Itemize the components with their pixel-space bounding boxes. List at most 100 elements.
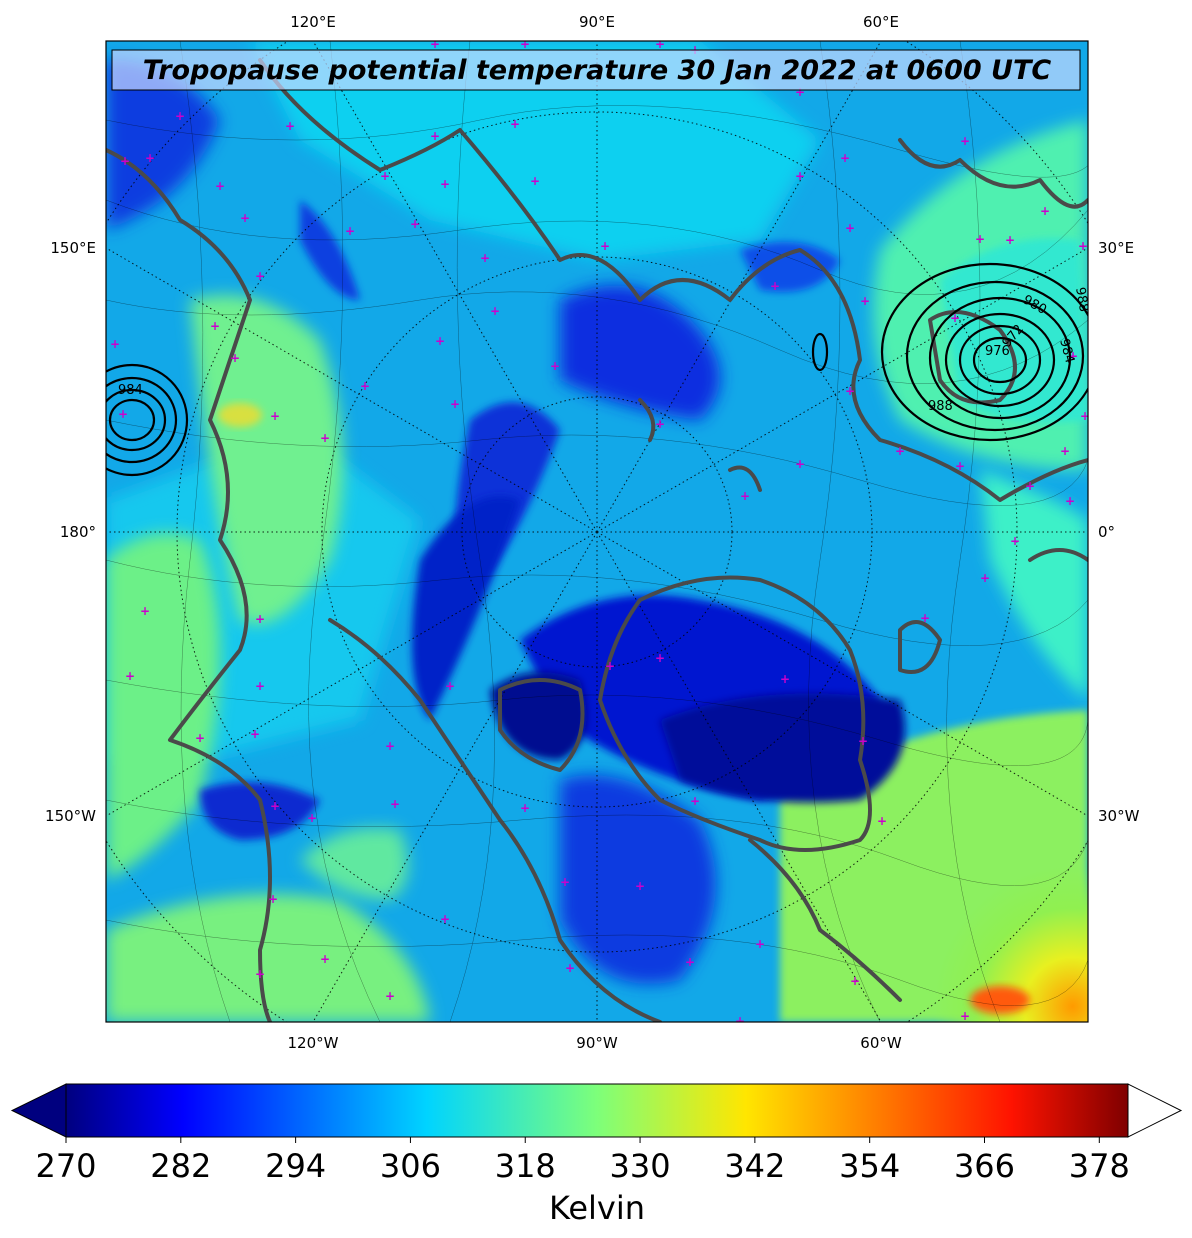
- svg-text:+: +: [520, 37, 530, 51]
- svg-text:+: +: [960, 134, 970, 148]
- svg-text:+: +: [960, 1009, 970, 1023]
- map-frame: [105, 40, 1089, 1023]
- svg-text:+: +: [125, 669, 135, 683]
- svg-text:+: +: [955, 459, 965, 473]
- svg-text:+: +: [140, 604, 150, 618]
- lon-label-right: 0°: [1098, 523, 1115, 541]
- lon-label-top: 120°E: [290, 13, 336, 31]
- svg-text:+: +: [510, 117, 520, 131]
- svg-text:+: +: [270, 799, 280, 813]
- colorbar-bar: [65, 1083, 1129, 1138]
- svg-text:+: +: [360, 379, 370, 393]
- markers: + + + + +++ + ++ + + ++ + + +++ + + ++ + +++ + +++ + …: [110, 37, 1090, 1028]
- svg-text:+: +: [845, 384, 855, 398]
- pressure-label: 988: [928, 399, 953, 414]
- svg-text:+: +: [655, 417, 665, 431]
- svg-text:+: +: [1068, 349, 1078, 363]
- svg-text:+: +: [1010, 534, 1020, 548]
- svg-text:+: +: [430, 37, 440, 51]
- map-field: + + + + +++ + ++ + + ++ + + +++ + + ++ + +++ + +++ + …: [106, 37, 1091, 1028]
- coastlines: [106, 58, 1088, 1022]
- svg-text:+: +: [850, 974, 860, 988]
- svg-text:+: +: [845, 221, 855, 235]
- svg-text:+: +: [550, 359, 560, 373]
- svg-text:+: +: [920, 611, 930, 625]
- svg-text:+: +: [450, 397, 460, 411]
- svg-text:+: +: [1080, 409, 1090, 423]
- svg-text:+: +: [565, 961, 575, 975]
- svg-text:+: +: [255, 612, 265, 626]
- svg-text:+: +: [255, 269, 265, 283]
- svg-text:+: +: [770, 279, 780, 293]
- svg-text:+: +: [440, 177, 450, 191]
- colorbar-tick-label: 354: [839, 1147, 900, 1185]
- svg-text:+: +: [307, 811, 317, 825]
- colorbar-tick-label: 306: [380, 1147, 441, 1185]
- svg-text:+: +: [390, 797, 400, 811]
- svg-text:+: +: [440, 912, 450, 926]
- svg-text:+: +: [560, 875, 570, 889]
- title-box: [111, 49, 1081, 91]
- svg-text:+: +: [320, 952, 330, 966]
- svg-text:+: +: [255, 967, 265, 981]
- svg-text:+: +: [1025, 479, 1035, 493]
- colorbar-tick-label: 342: [724, 1147, 785, 1185]
- svg-text:+: +: [230, 351, 240, 365]
- lon-label-right: 30°E: [1098, 239, 1134, 257]
- svg-text:+: +: [520, 801, 530, 815]
- svg-text:+: +: [480, 251, 490, 265]
- colorbar-ticks: 270 282 294 306 318 330 342 354 366 378: [35, 1137, 1130, 1185]
- svg-text:+: +: [240, 211, 250, 225]
- svg-text:+: +: [120, 154, 130, 168]
- lon-label-top: 60°E: [863, 13, 899, 31]
- svg-text:+: +: [1040, 204, 1050, 218]
- pressure-label: 988: [1072, 286, 1091, 313]
- lon-label-bottom: 90°W: [576, 1034, 618, 1052]
- colorbar-extend-max: [1127, 1083, 1183, 1138]
- colorbar-tick-label: 378: [1069, 1147, 1130, 1185]
- svg-text:+: +: [740, 489, 750, 503]
- svg-text:+: +: [445, 679, 455, 693]
- graticule: [106, 41, 1088, 1022]
- svg-text:+: +: [430, 129, 440, 143]
- svg-text:+: +: [320, 431, 330, 445]
- svg-text:+: +: [600, 239, 610, 253]
- svg-text:+: +: [210, 319, 220, 333]
- colorbar-extend-min: [10, 1083, 67, 1138]
- svg-text:+: +: [735, 1014, 745, 1028]
- svg-text:+: +: [268, 892, 278, 906]
- colorbar-tick-label: 366: [954, 1147, 1015, 1185]
- svg-text:+: +: [380, 169, 390, 183]
- lon-label-left: 150°E: [50, 239, 96, 257]
- svg-text:+: +: [950, 311, 960, 325]
- svg-text:+: +: [895, 444, 905, 458]
- svg-text:+: +: [795, 85, 805, 99]
- colorbar: 270 282 294 306 318 330 342 354 366 378 Kelvin: [10, 1083, 1183, 1227]
- svg-text:+: +: [780, 672, 790, 686]
- colorbar-tick-label: 270: [35, 1147, 96, 1185]
- colorbar-tick-label: 318: [495, 1147, 556, 1185]
- svg-text:+: +: [118, 407, 128, 421]
- svg-text:+: +: [435, 334, 445, 348]
- lon-label-left: 150°W: [45, 807, 96, 825]
- svg-text:+: +: [345, 224, 355, 238]
- colorbar-tick-label: 330: [610, 1147, 671, 1185]
- pressure-label: 976: [985, 344, 1010, 359]
- svg-text:+: +: [490, 304, 500, 318]
- svg-text:+: +: [195, 731, 205, 745]
- svg-text:+: +: [980, 571, 990, 585]
- pressure-contours: [106, 262, 1088, 477]
- svg-text:+: +: [110, 337, 120, 351]
- lon-labels: 120°E 90°E 60°E 120°W 90°W 60°W 150°E 18…: [45, 13, 1140, 1052]
- colorbar-tick-label: 282: [150, 1147, 211, 1185]
- lon-label-right: 30°W: [1098, 807, 1140, 825]
- svg-text:+: +: [1065, 494, 1075, 508]
- pressure-label: 984: [118, 383, 143, 398]
- svg-text:+: +: [975, 232, 985, 246]
- svg-text:+: +: [655, 651, 665, 665]
- lon-label-top: 90°E: [579, 13, 615, 31]
- svg-text:+: +: [877, 814, 887, 828]
- svg-text:+: +: [1005, 233, 1015, 247]
- svg-text:+: +: [270, 409, 280, 423]
- lon-label-left: 180°: [60, 523, 96, 541]
